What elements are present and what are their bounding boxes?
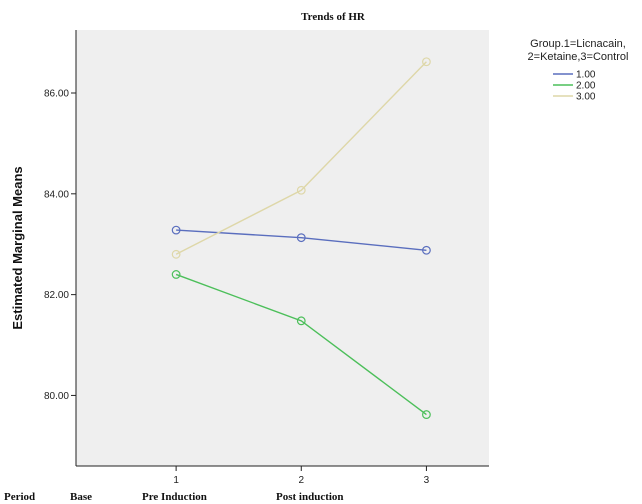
data-point-2.00-3: [422, 410, 431, 419]
series-line-3.00: [175, 61, 427, 255]
period-base-label: Base: [70, 491, 92, 503]
x-tick-label: 3: [424, 475, 430, 486]
legend-title-line-2: 2=Ketaine,3=Control: [528, 51, 629, 63]
y-ticks: 80.00 82.00 84.00 86.00: [44, 89, 76, 402]
data-point-1.00-1: [171, 225, 181, 235]
period-pre-induction-label: Pre Induction: [142, 491, 207, 503]
data-point-1.00-2: [296, 233, 306, 243]
series-line-2.00: [175, 273, 427, 416]
data-point-2.00-2: [296, 316, 306, 326]
data-point-1.00-3: [422, 245, 431, 255]
y-axis-title: Estimated Marginal Means: [10, 166, 25, 329]
period-row: Period Base Pre Induction Post induction: [4, 491, 344, 503]
x-ticks: 1 2 3: [173, 466, 430, 486]
x-tick-label: 2: [298, 475, 304, 486]
data-point-3.00-2: [296, 185, 306, 195]
series-layer: [171, 57, 431, 419]
y-tick-label: 86.00: [44, 89, 69, 100]
y-tick-label: 82.00: [44, 290, 69, 301]
legend-label-1.00: 1.00: [576, 70, 596, 81]
legend-label-2.00: 2.00: [576, 81, 596, 92]
legend-label-3.00: 3.00: [576, 92, 596, 103]
period-label: Period: [4, 491, 35, 503]
data-point-3.00-1: [171, 249, 181, 259]
data-point-2.00-1: [171, 270, 181, 279]
x-tick-label: 1: [173, 475, 179, 486]
legend-items: 1.002.003.00: [553, 70, 596, 103]
legend: Group.1=Licnacain, 2=Ketaine,3=Control 1…: [528, 38, 629, 103]
legend-title-line-1: Group.1=Licnacain,: [530, 38, 626, 50]
plot-area: [76, 30, 489, 466]
chart-title: Trends of HR: [301, 11, 366, 23]
data-point-3.00-3: [422, 57, 431, 67]
y-tick-label: 80.00: [44, 391, 69, 402]
period-post-induction-label: Post induction: [276, 491, 344, 503]
y-tick-label: 84.00: [44, 189, 69, 200]
